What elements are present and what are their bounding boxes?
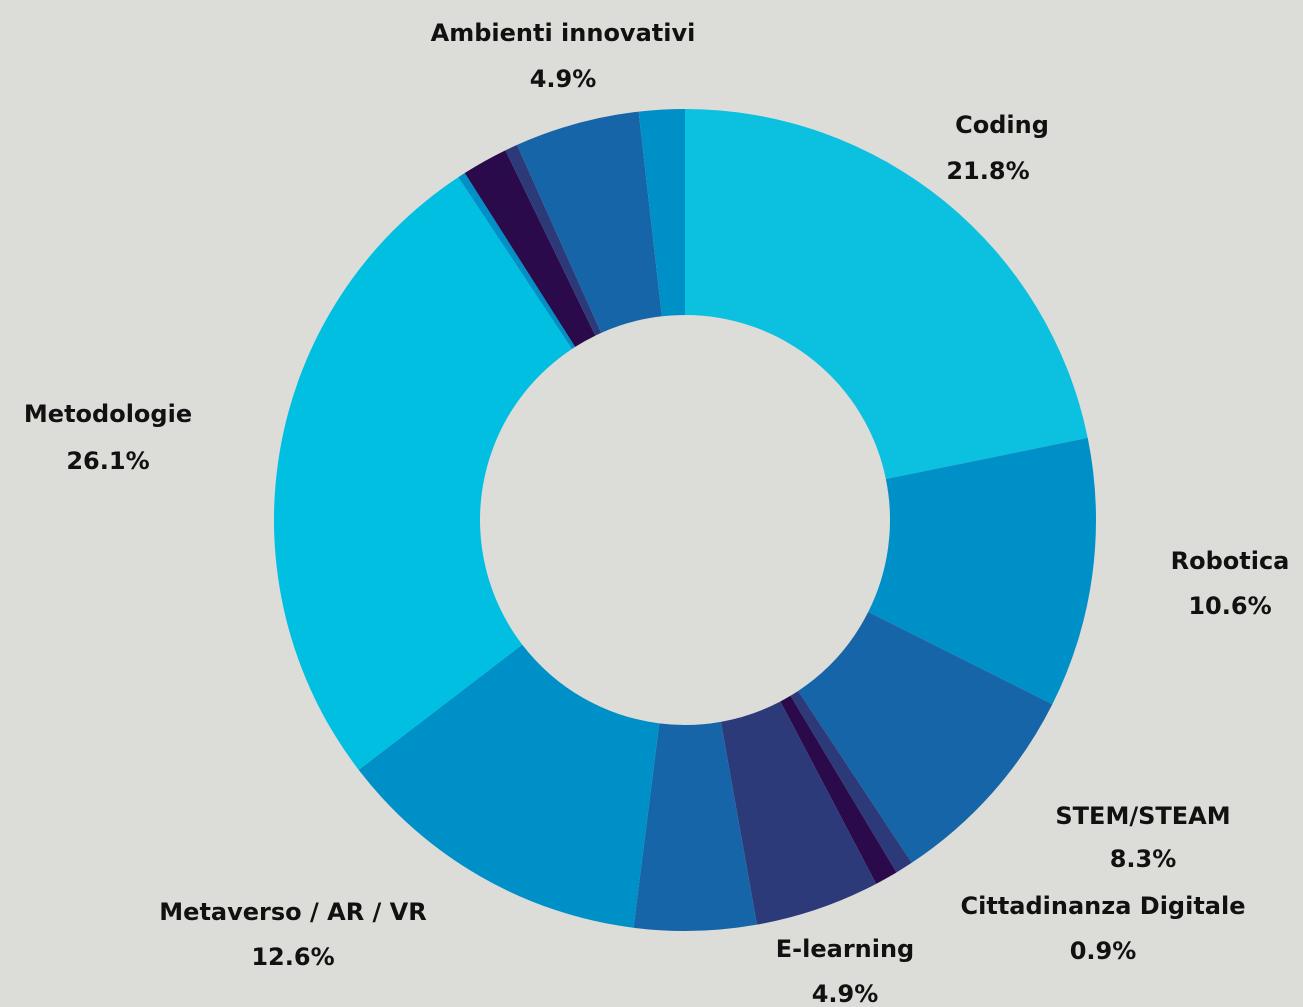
donut-slice: [720, 701, 877, 925]
slice-value: 12.6%: [251, 943, 334, 971]
donut-slice: [458, 172, 576, 350]
slice-label: Cittadinanza Digitale: [961, 892, 1246, 920]
donut-slice: [464, 150, 596, 347]
slice-label: Robotica: [1171, 547, 1290, 575]
donut-slice: [638, 109, 685, 317]
donut-slice: [517, 111, 662, 333]
donut-slice: [780, 695, 897, 884]
slice-value: 26.1%: [66, 447, 149, 475]
slice-value: 8.3%: [1110, 845, 1177, 873]
slice-label: Metodologie: [24, 400, 192, 428]
slice-value: 0.9%: [1070, 937, 1137, 965]
slice-label: E-learning: [776, 935, 914, 963]
slice-label: STEM/STEAM: [1055, 802, 1230, 830]
slice-label: Metaverso / AR / VR: [159, 898, 426, 926]
slice-value: 4.9%: [530, 65, 597, 93]
donut-slice: [633, 721, 757, 932]
donut-slice: [505, 144, 602, 336]
slice-value: 10.6%: [1188, 592, 1271, 620]
slice-value: 21.8%: [946, 157, 1029, 185]
donut-slice: [798, 611, 1053, 863]
donut-slice: [868, 437, 1096, 705]
donut-slice: [274, 177, 572, 770]
donut-slice: [358, 644, 660, 928]
donut-slice: [790, 690, 912, 873]
slice-value: 4.9%: [812, 980, 879, 1007]
slice-label: Ambienti innovativi: [431, 19, 696, 47]
donut-slice: [685, 109, 1088, 480]
slice-label: Coding: [955, 111, 1049, 139]
